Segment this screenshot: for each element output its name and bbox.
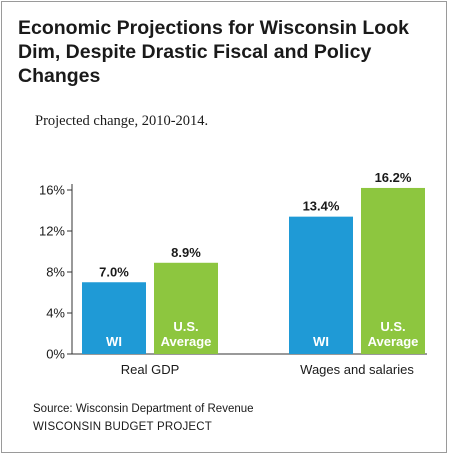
data-label: 13.4% bbox=[303, 199, 340, 214]
category-label: Wages and salaries bbox=[300, 362, 414, 377]
bar-inner-label: WI bbox=[106, 334, 122, 349]
bar-wi bbox=[82, 282, 146, 354]
bar-inner-label: U.S. bbox=[380, 319, 405, 334]
bar-us-average bbox=[361, 187, 425, 354]
y-tick-label: 12% bbox=[39, 224, 65, 239]
data-label: 7.0% bbox=[99, 264, 129, 279]
y-tick-label: 8% bbox=[46, 265, 65, 280]
chart-title: Economic Projections for Wisconsin Look … bbox=[18, 17, 409, 87]
data-label: 8.9% bbox=[171, 245, 201, 260]
bar-inner-label: U.S. bbox=[173, 319, 198, 334]
bar-wi bbox=[289, 216, 353, 354]
bar-us-average bbox=[154, 262, 218, 354]
category-label: Real GDP bbox=[121, 362, 180, 377]
bar-inner-label: Average bbox=[368, 334, 419, 349]
organization-credit: WISCONSIN BUDGET PROJECT bbox=[33, 421, 213, 433]
y-tick-label: 0% bbox=[46, 347, 65, 362]
source-note: Source: Wisconsin Department of Revenue bbox=[33, 403, 254, 415]
y-tick-label: 16% bbox=[39, 183, 65, 198]
bar-inner-label: WI bbox=[313, 334, 329, 349]
y-tick-label: 4% bbox=[46, 306, 65, 321]
chart-subtitle: Projected change, 2010-2014. bbox=[35, 113, 209, 129]
bar-inner-label: Average bbox=[161, 334, 212, 349]
data-label: 16.2% bbox=[375, 170, 412, 185]
